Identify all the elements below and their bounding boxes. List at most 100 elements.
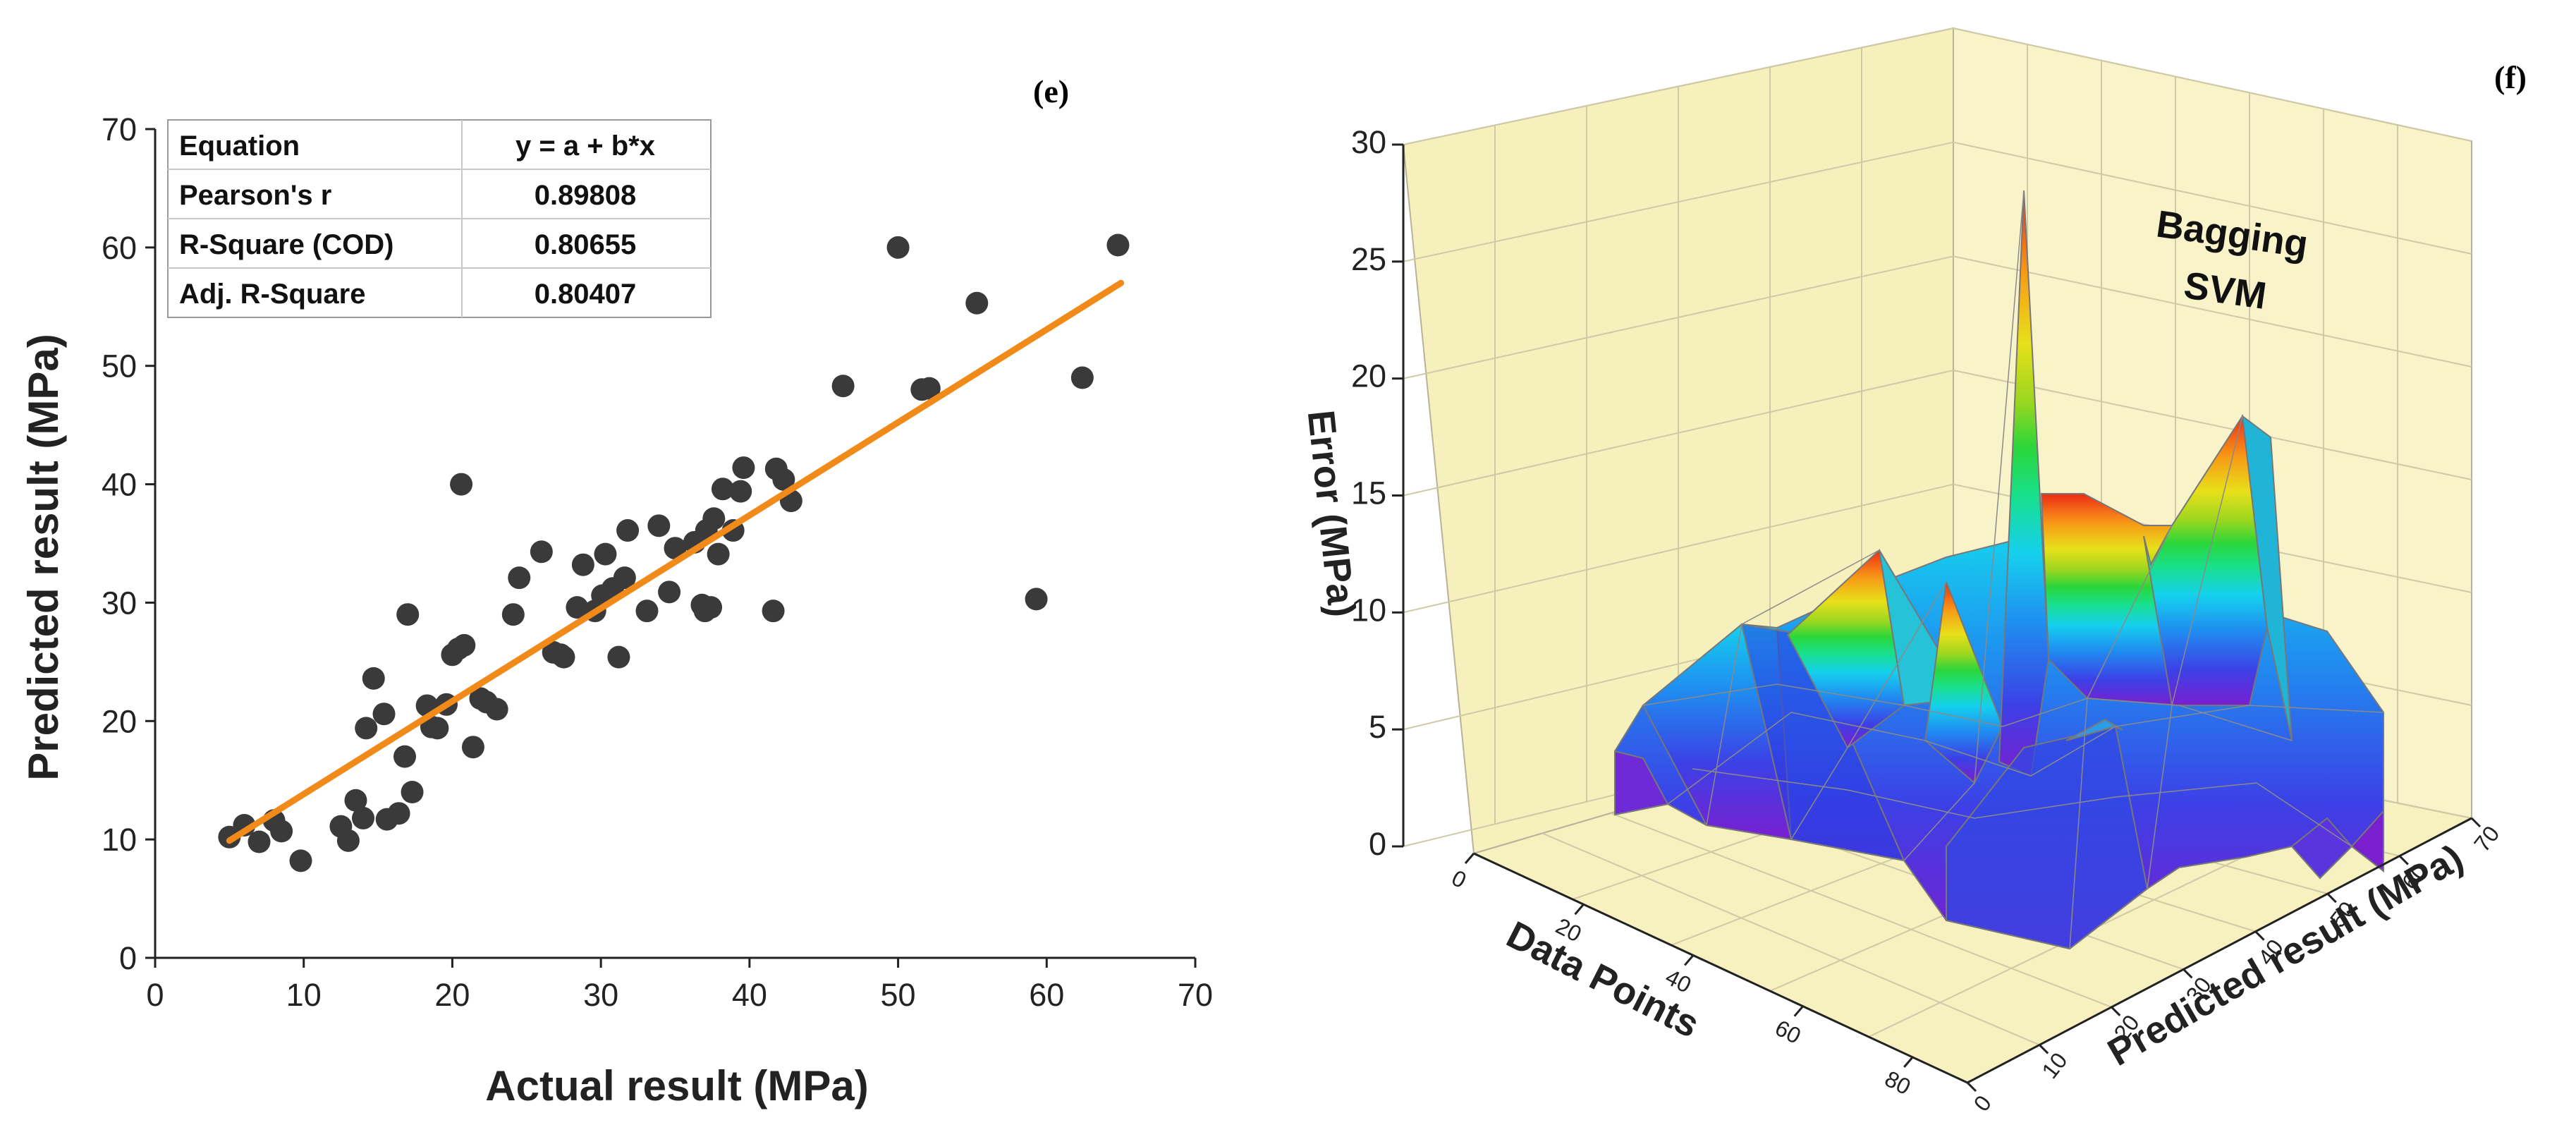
scatter-point (965, 291, 989, 315)
x-tick-label: 20 (434, 977, 470, 1013)
x-tick-mark-3d (1464, 853, 1475, 864)
scatter-point (729, 480, 752, 503)
scatter-point (707, 542, 730, 566)
y-tick-label: 60 (102, 230, 137, 266)
scatter-point (387, 802, 410, 825)
scatter-point (594, 542, 617, 566)
scatter-point (917, 377, 941, 400)
stats-value-adj-r-square: 0.80407 (535, 279, 637, 310)
scatter-point (658, 580, 681, 604)
wall-grid-line (1953, 370, 2472, 480)
scatter-point (613, 566, 636, 590)
scatter-point (664, 537, 687, 560)
error-surface (1614, 190, 2384, 950)
scatter-point (450, 473, 473, 496)
x-tick-label-3d: 0 (1448, 865, 1470, 893)
surface3d-panel: (f) (1300, 27, 2527, 1116)
x-axis-title: Actual result (MPa) (485, 1062, 868, 1109)
scatter-point (289, 849, 312, 872)
panel-f-label: (f) (2494, 59, 2527, 95)
scatter-point (616, 519, 640, 542)
x-tick-label: 60 (1029, 977, 1064, 1013)
y-tick-label-3d: 0 (1969, 1090, 1996, 1116)
scatter-point (344, 789, 367, 812)
y-tick-label: 10 (102, 822, 137, 858)
wall-grid-line (1953, 141, 2472, 255)
y-tick-mark-3d (2111, 1006, 2121, 1016)
scatter-point (571, 553, 594, 576)
panel-e-label: (e) (1033, 73, 1069, 109)
scatter-point (772, 468, 795, 491)
scatter-point (700, 596, 723, 619)
y-tick-mark-3d (2183, 968, 2193, 979)
y-tick-label: 0 (119, 940, 137, 976)
scatter-point (426, 717, 449, 740)
y-tick-label: 70 (102, 111, 137, 147)
scatter-point (461, 736, 484, 759)
scatter-point (762, 600, 785, 623)
scatter-point (702, 507, 726, 530)
z-tick-label: 10 (1351, 592, 1386, 628)
scatter-point (566, 596, 589, 619)
stats-value-pearson: 0.89808 (535, 180, 637, 211)
stats-value-equation: y = a + b*x (515, 130, 655, 162)
scatter-panel: (e) 0 10 20 30 40 50 60 70 0 10 20 30 40 50 60 70 Equat… (20, 73, 1213, 1109)
scatter-point (607, 645, 630, 669)
scatter-point (485, 698, 508, 721)
floor-grid-line (1542, 832, 2040, 1046)
x-tick-mark-3d (1793, 1005, 1804, 1017)
y-tick-label: 50 (102, 348, 137, 384)
x-tick-mark-3d (1683, 954, 1695, 966)
x-axis-line-3d (1473, 852, 1968, 1084)
scatter-point (501, 603, 525, 626)
scatter-point (732, 456, 755, 480)
scatter-points (218, 233, 1130, 872)
y-axis-title: Predicted result (MPa) (20, 334, 67, 781)
x-tick-label: 30 (583, 977, 618, 1013)
y-axis-line-3d (1967, 817, 2472, 1084)
scatter-point (508, 566, 531, 590)
stats-label-adj-r-square: Adj. R-Square (179, 279, 365, 310)
scatter-point (1025, 588, 1048, 611)
scatter-point (647, 514, 671, 537)
x-tick-mark-3d (1574, 904, 1585, 916)
y-tick-label: 30 (102, 585, 137, 621)
scatter-point (396, 603, 420, 626)
y-tick-label-3d: 70 (2469, 821, 2504, 856)
x-tick-mark-3d (1903, 1056, 1914, 1068)
x-tick-label: 40 (732, 977, 767, 1013)
surface-facet (2350, 809, 2384, 873)
z-tick-label: 30 (1351, 124, 1386, 160)
fit-line-group (226, 279, 1125, 844)
surface-mesh (1642, 190, 2384, 949)
z-tick-label: 15 (1351, 475, 1386, 511)
scatter-point (635, 600, 659, 623)
scatter-point (372, 703, 396, 726)
z-tick-label: 5 (1369, 709, 1386, 745)
y-tick-mark-3d (2254, 930, 2265, 941)
surface-facet (2065, 718, 2123, 741)
x-tick-label: 50 (881, 977, 916, 1013)
scatter-axes (154, 129, 1195, 959)
y-tick-mark-3d (2398, 855, 2409, 865)
stats-table: Equation y = a + b*x Pearson's r 0.89808… (167, 119, 712, 318)
scatter-point (1070, 366, 1094, 389)
scatter-point (831, 375, 855, 398)
x-tick-label-3d: 60 (1771, 1015, 1805, 1049)
y-tick-label-3d: 10 (2037, 1048, 2072, 1083)
stats-label-pearson: Pearson's r (179, 180, 331, 211)
scatter-point (362, 667, 385, 690)
scatter-point (355, 717, 378, 740)
x-tick-label: 0 (146, 977, 164, 1013)
x-tick-label-3d: 80 (1881, 1066, 1915, 1100)
fit-line (226, 279, 1125, 844)
wall-grid-line (1953, 28, 2472, 142)
x-tick-label: 70 (1178, 977, 1213, 1013)
scatter-point (1106, 233, 1130, 257)
stats-value-r-square: 0.80655 (535, 229, 637, 260)
z-tick-label: 20 (1351, 358, 1386, 394)
scatter-point (886, 236, 910, 259)
scatter-point (401, 781, 424, 803)
y-tick-mark-3d (2470, 817, 2482, 828)
z-tick-label: 0 (1369, 826, 1386, 862)
